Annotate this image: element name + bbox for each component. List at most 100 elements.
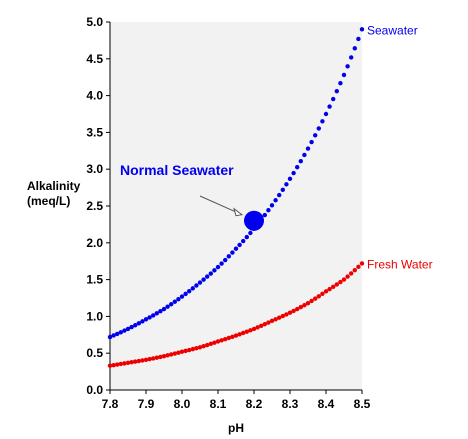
seawater-point	[143, 317, 149, 322]
fresh-water-label: Fresh Water	[367, 257, 433, 271]
fresh-water-point	[151, 356, 156, 361]
fresh-water-point	[140, 358, 145, 363]
seawater-point	[273, 198, 278, 203]
fresh-water-point	[161, 353, 167, 359]
fresh-water-point	[316, 294, 321, 299]
fresh-water-point	[215, 339, 221, 344]
seawater-point	[219, 261, 224, 266]
seawater-point	[298, 158, 303, 164]
fresh-water-point	[133, 359, 138, 364]
fresh-water-point	[212, 340, 217, 345]
seawater-point	[172, 299, 177, 304]
seawater-point	[140, 319, 145, 324]
fresh-water-point	[273, 317, 278, 322]
y-tick-label: 3.0	[86, 162, 103, 176]
fresh-water-point	[197, 345, 203, 350]
seawater-point	[295, 164, 300, 170]
seawater-point	[111, 333, 116, 338]
seawater-label: Seawater	[367, 23, 418, 37]
seawater-point	[241, 238, 246, 244]
fresh-water-point	[136, 358, 141, 364]
fresh-water-point	[115, 362, 120, 367]
seawater-point	[190, 286, 195, 291]
seawater-point	[359, 27, 365, 32]
seawater-point	[269, 203, 275, 208]
fresh-water-point	[345, 274, 350, 279]
seawater-point	[345, 64, 350, 69]
seawater-point	[136, 321, 141, 326]
fresh-water-point	[280, 313, 285, 319]
fresh-water-point	[334, 282, 339, 287]
seawater-point	[356, 36, 361, 42]
seawater-point	[154, 311, 159, 316]
x-tick-label: 7.8	[102, 397, 119, 411]
seawater-point	[107, 334, 113, 340]
seawater-point	[151, 313, 156, 318]
fresh-water-point	[125, 360, 131, 365]
seawater-point	[129, 324, 134, 330]
y-axis-title-line1: Alkalinity	[27, 179, 81, 193]
fresh-water-point	[262, 321, 267, 327]
fresh-water-point	[187, 347, 192, 353]
seawater-point	[313, 133, 318, 138]
seawater-point	[118, 330, 124, 335]
seawater-point	[122, 328, 127, 333]
fresh-water-point	[179, 349, 185, 354]
fresh-water-point	[165, 353, 170, 358]
fresh-water-point	[154, 355, 159, 360]
seawater-point	[287, 176, 293, 181]
x-tick-label: 7.9	[138, 397, 155, 411]
seawater-point	[309, 139, 314, 145]
seawater-point	[262, 212, 267, 218]
y-tick-label: 3.5	[86, 125, 103, 139]
x-axis-title: pH	[228, 421, 244, 435]
seawater-point	[161, 306, 167, 312]
seawater-point	[244, 234, 249, 240]
fresh-water-point	[233, 333, 239, 338]
seawater-point	[147, 315, 152, 320]
fresh-water-point	[255, 325, 260, 330]
fresh-water-point	[172, 351, 177, 356]
seawater-point	[230, 250, 235, 255]
fresh-water-point	[143, 357, 149, 363]
fresh-water-point	[291, 308, 296, 314]
seawater-point	[237, 242, 242, 248]
fresh-water-point	[359, 261, 365, 266]
seawater-point	[352, 46, 357, 51]
fresh-water-point	[241, 330, 246, 336]
y-tick-label: 1.5	[86, 273, 103, 287]
seawater-point	[280, 187, 285, 192]
x-tick-label: 8.3	[282, 397, 299, 411]
fresh-water-point	[219, 338, 224, 343]
seawater-point	[176, 296, 181, 302]
y-axis-title-line2: (meq/L)	[27, 194, 70, 208]
fresh-water-point	[122, 361, 127, 366]
y-tick-label: 2.0	[86, 236, 103, 250]
seawater-point	[183, 291, 188, 297]
y-tick-label: 4.0	[86, 89, 103, 103]
y-tick-label: 0.0	[86, 383, 103, 397]
fresh-water-point	[251, 326, 257, 332]
fresh-water-point	[277, 315, 282, 320]
fresh-water-point	[111, 362, 116, 368]
fresh-water-point	[208, 341, 213, 347]
y-tick-label: 2.5	[86, 199, 103, 213]
seawater-point	[277, 192, 282, 198]
fresh-water-point	[284, 312, 289, 317]
seawater-point	[165, 304, 170, 309]
fresh-water-point	[230, 334, 235, 339]
fresh-water-point	[313, 296, 318, 301]
fresh-water-point	[244, 329, 249, 334]
x-tick-label: 8.2	[246, 397, 263, 411]
fresh-water-point	[183, 348, 188, 354]
fresh-water-point	[237, 332, 242, 337]
seawater-point	[338, 81, 343, 86]
seawater-point	[334, 89, 339, 94]
seawater-point	[331, 96, 336, 102]
seawater-point	[248, 230, 253, 236]
normal-seawater-marker	[244, 210, 264, 231]
fresh-water-point	[309, 298, 314, 304]
seawater-point	[302, 152, 307, 158]
fresh-water-point	[323, 289, 329, 294]
fresh-water-point	[356, 264, 361, 270]
